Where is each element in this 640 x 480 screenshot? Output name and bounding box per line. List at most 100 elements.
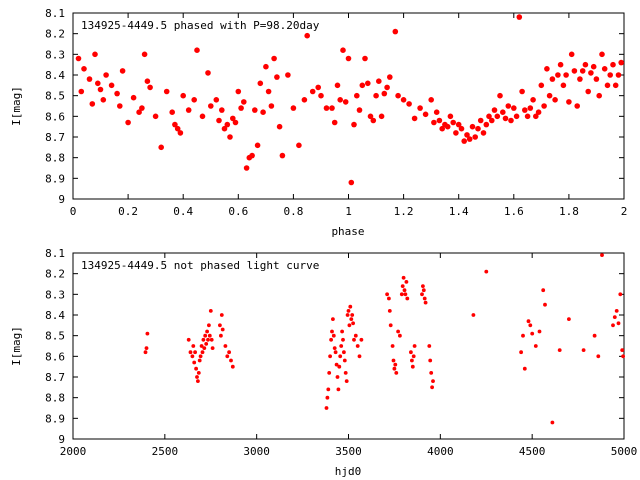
phased-data-point [274,74,280,80]
unphased-data-point [420,292,424,297]
phased-data-point [546,92,553,99]
phased-data-point [469,123,476,130]
phased-data-point [95,80,101,87]
phased-data-point [475,125,481,132]
phased-data-point [243,165,250,171]
phased-data-point [612,82,619,89]
unphased-data-point [484,269,489,274]
unphased-data-point [205,329,210,334]
unphased-data-point [197,358,202,363]
phased-data-point [384,84,390,91]
phased-data-point [208,103,214,109]
phased-data-point [97,86,104,93]
phased-data-point [252,107,258,113]
unphased-y-tick-label: 8.8 [45,392,65,405]
phased-data-point [604,82,611,89]
phased-data-point [483,121,490,128]
unphased-data-point [346,309,351,313]
phased-data-point [378,113,385,120]
phased-data-point [86,76,93,82]
unphased-data-point [218,323,222,328]
unphased-y-tick-label: 8.6 [45,350,65,363]
unphased-data-point [334,362,339,367]
phased-y-axis-label: I[mag] [10,86,23,126]
phased-data-point [533,113,539,120]
phased-data-point [502,115,509,122]
phased-data-point [279,152,286,159]
phased-data-point [301,97,308,103]
unphased-data-point [208,309,213,313]
unphased-data-point [385,292,389,297]
phased-data-point [505,103,512,109]
unphased-data-point [567,317,571,321]
unphased-data-point [401,275,406,280]
phased-data-point [276,123,283,130]
phased-data-point [535,109,542,115]
phased-data-point [373,92,379,99]
phased-data-point [444,123,451,130]
unphased-chart-title: 134925-4449.5 not phased light curve [81,259,319,272]
phased-data-point [387,74,393,80]
phased-data-point [431,119,437,126]
unphased-data-point [526,319,531,324]
phased-data-point [392,28,399,35]
unphased-data-point [347,323,352,328]
unphased-data-point [392,366,397,371]
phased-data-point [519,88,525,95]
phased-data-point [494,113,501,120]
phased-data-point [508,117,514,124]
unphased-y-tick-label: 8.7 [45,371,65,384]
phased-data-point [158,144,164,151]
phased-data-point [232,119,239,126]
phased-y-tick-label: 8.4 [45,69,65,82]
unphased-data-point [621,354,625,359]
phased-data-point [89,101,96,107]
phased-data-point [601,66,608,72]
unphased-data-point [429,371,434,375]
unphased-data-point [355,344,360,348]
unphased-data-point [219,313,224,317]
phased-data-point [235,88,242,95]
phased-y-tick-label: 8.8 [45,152,65,165]
unphased-data-point [428,358,433,363]
unphased-data-point [359,337,364,342]
phased-data-point [599,51,605,58]
unphased-data-point [338,354,343,359]
phased-data-point [356,107,363,113]
unphased-data-point [220,327,225,332]
unphased-data-point [521,333,525,338]
phased-data-point [557,61,564,68]
phased-x-tick-label: 0.4 [173,205,193,218]
unphased-data-point [193,350,198,355]
phased-data-point [527,105,534,111]
unphased-data-point [596,354,601,359]
phased-data-point [563,72,569,78]
phased-x-axis-label: phase [331,225,364,238]
unphased-data-point [427,344,432,348]
unphased-data-point [393,362,398,367]
phased-y-tick-label: 8.7 [45,131,65,144]
phased-data-point [544,66,550,72]
phased-data-point [582,61,589,68]
phased-x-tick-label: 2 [621,205,628,218]
phased-data-point [511,105,517,111]
unphased-data-point [390,344,395,348]
unphased-data-point [194,366,199,371]
unphased-data-point [396,329,400,334]
unphased-x-axis-label: hjd0 [335,465,362,478]
phased-data-point [566,99,572,105]
unphased-data-point [331,333,336,338]
phased-x-tick-label: 1.6 [504,205,524,218]
unphased-data-point [394,371,399,375]
unphased-data-point [357,354,362,359]
unphased-data-point [337,364,342,369]
unphased-data-point [199,344,204,348]
phased-data-point [552,97,558,103]
phased-data-point [139,105,145,111]
phased-data-point [491,107,498,113]
phased-data-point [172,121,178,128]
unphased-data-point [430,385,434,390]
phased-data-point [147,84,153,91]
unphased-plot-frame [72,252,625,440]
unphased-x-tick-label: 4000 [427,445,454,458]
